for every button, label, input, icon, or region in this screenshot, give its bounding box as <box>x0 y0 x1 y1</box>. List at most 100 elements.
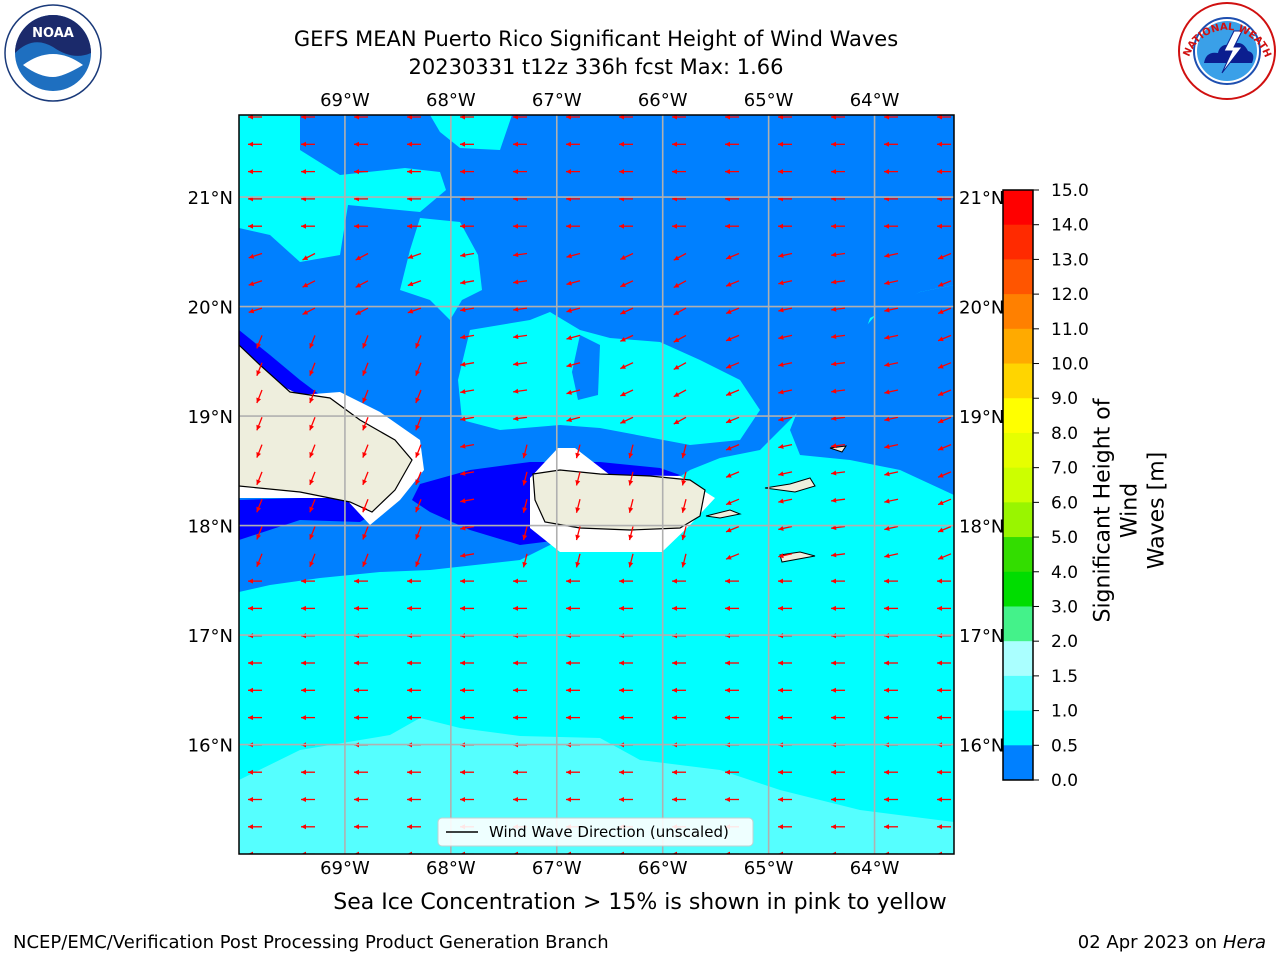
wave-direction-arrow <box>619 605 633 611</box>
lat-label: 16°N <box>188 736 233 757</box>
wave-direction-arrow <box>672 605 686 611</box>
wave-field-low <box>572 335 600 400</box>
colorbar-tick-label: 10.0 <box>1051 355 1089 375</box>
wave-direction-arrow <box>831 497 846 503</box>
wave-direction-arrow <box>831 470 846 476</box>
wave-direction-arrow <box>362 471 369 486</box>
wave-direction-arrow <box>354 578 368 584</box>
wave-direction-arrow <box>778 797 792 802</box>
wave-direction-arrow <box>301 824 315 830</box>
wave-direction-arrow <box>672 223 686 229</box>
wave-direction-arrow <box>354 824 368 830</box>
wave-direction-arrow <box>513 306 528 312</box>
wave-direction-arrow <box>309 362 316 376</box>
wave-direction-arrow <box>725 498 740 506</box>
wave-direction-arrow <box>248 141 262 147</box>
wave-field-mid <box>239 115 446 262</box>
wave-direction-arrow <box>937 223 951 229</box>
wave-direction-arrow <box>301 223 315 229</box>
colorbar-tick-label: 0.0 <box>1051 771 1078 791</box>
wave-direction-arrow <box>248 280 263 286</box>
wave-direction-arrow <box>725 605 739 611</box>
wave-field-low <box>239 115 954 495</box>
wave-direction-arrow <box>778 605 792 611</box>
wave-direction-arrow <box>831 334 846 340</box>
wave-direction-arrow <box>937 605 951 611</box>
wave-direction-arrow <box>619 578 633 584</box>
wave-direction-arrow <box>415 362 422 376</box>
wave-direction-arrow <box>566 578 580 584</box>
wave-direction-arrow <box>460 279 475 285</box>
colorbar-band <box>1003 259 1033 295</box>
wave-direction-arrow <box>937 334 952 342</box>
colorbar-tick-label: 5.0 <box>1051 528 1078 548</box>
wave-direction-arrow <box>256 498 263 513</box>
wave-direction-arrow <box>778 553 793 559</box>
wave-direction-arrow <box>354 605 368 611</box>
wave-direction-arrow <box>513 687 527 693</box>
colorbar-band <box>1003 432 1033 469</box>
map-title: GEFS MEAN Puerto Rico Significant Height… <box>293 27 899 51</box>
wave-direction-arrow <box>778 252 793 258</box>
wave-direction-arrow <box>778 687 792 693</box>
wave-direction-arrow <box>248 660 262 666</box>
wave-direction-arrow <box>778 307 793 313</box>
wave-direction-arrow <box>937 578 951 584</box>
wave-direction-arrow <box>301 687 315 693</box>
wave-direction-arrow <box>460 498 475 504</box>
wave-direction-arrow <box>672 687 686 693</box>
wave-direction-arrow <box>620 416 634 424</box>
wave-direction-arrow <box>884 605 898 611</box>
wave-direction-arrow <box>566 169 580 175</box>
wave-direction-arrow <box>937 553 952 560</box>
wave-direction-arrow <box>354 141 368 147</box>
colorbar-tick-label: 7.0 <box>1051 459 1078 479</box>
wave-direction-arrow <box>831 687 845 693</box>
wave-direction-arrow <box>831 169 845 175</box>
wave-direction-arrow <box>354 223 368 229</box>
wave-direction-arrow <box>620 389 634 397</box>
wave-direction-arrow <box>513 361 528 367</box>
wave-direction-arrow <box>628 444 634 459</box>
wave-direction-arrow <box>937 443 952 451</box>
wave-direction-arrow <box>937 525 952 533</box>
lat-label: 20°N <box>188 298 233 319</box>
wave-direction-arrow <box>673 416 687 425</box>
colorbar: 15.0 14.0 13.0 12.0 11.0 10.0 9.0 8.0 7.0 6.0 5.0 4… <box>1002 181 1089 791</box>
wave-direction-arrow <box>778 362 793 368</box>
wave-direction-arrow <box>362 553 369 568</box>
wave-direction-arrow <box>362 498 369 513</box>
wave-direction-arrow <box>672 169 686 175</box>
wave-direction-arrow <box>778 498 793 504</box>
wave-direction-arrow <box>937 389 952 396</box>
wave-direction-arrow <box>725 252 740 260</box>
wave-direction-arrow <box>309 417 316 431</box>
colorbar-tick-label: 11.0 <box>1051 320 1089 340</box>
wave-direction-arrow <box>937 169 951 175</box>
wave-direction-arrow <box>831 415 846 421</box>
wave-direction-arrow <box>778 824 792 830</box>
wave-direction-arrow <box>522 471 528 486</box>
wave-direction-arrow <box>460 141 474 147</box>
wave-direction-arrow <box>513 223 527 229</box>
wave-direction-arrow <box>831 141 845 147</box>
lon-label: 68°W <box>426 90 476 111</box>
wave-direction-arrow <box>681 553 687 568</box>
lat-label: 21°N <box>959 188 1004 209</box>
wave-direction-arrow <box>831 552 846 558</box>
colorbar-tick-label: 15.0 <box>1051 181 1089 201</box>
wave-direction-arrow <box>460 578 474 584</box>
wave-direction-arrow <box>566 362 581 368</box>
wave-direction-arrow <box>309 444 316 458</box>
wave-direction-arrow <box>831 223 845 229</box>
wave-direction-arrow <box>460 389 475 394</box>
anegada <box>829 445 848 453</box>
wave-direction-arrow <box>302 307 316 316</box>
wave-direction-arrow <box>575 471 581 486</box>
wave-direction-arrow <box>362 389 369 404</box>
wave-direction-arrow <box>301 115 315 120</box>
wave-direction-arrow <box>937 141 951 147</box>
wave-direction-arrow <box>619 715 633 721</box>
wave-direction-arrow <box>301 797 315 802</box>
wave-direction-arrow <box>460 307 475 313</box>
